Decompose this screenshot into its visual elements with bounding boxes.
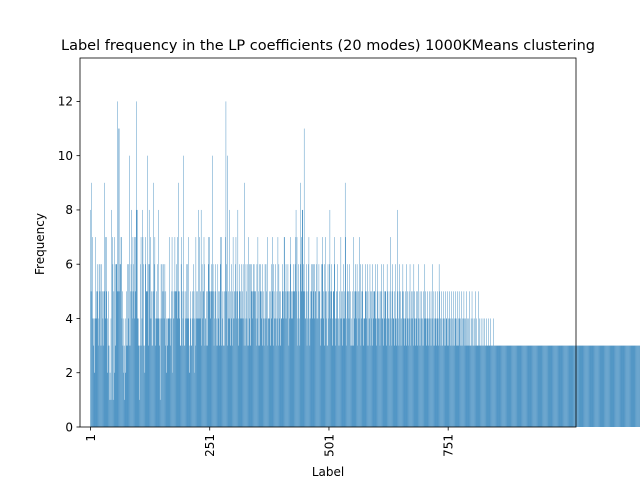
x-tick-label: 501 — [322, 434, 336, 457]
y-tick-label: 2 — [65, 366, 73, 380]
y-tick-label: 12 — [58, 95, 73, 109]
x-tick-label: 751 — [441, 434, 455, 457]
y-axis-label: Frequency — [33, 213, 47, 275]
axes-group: 0 2 4 6 8 10 12 1 251 501 751 — [58, 57, 577, 457]
y-tick-label: 6 — [65, 258, 73, 272]
bars-group — [90, 101, 640, 428]
y-tick-label: 10 — [58, 149, 73, 163]
y-tick-label: 4 — [65, 312, 73, 326]
x-axis-label: Label — [312, 465, 344, 479]
x-tick-label: 251 — [203, 434, 217, 457]
chart-title: Label frequency in the LP coefficients (… — [61, 38, 595, 54]
plot-frame — [79, 57, 577, 428]
y-tick-label: 8 — [65, 203, 73, 217]
x-tick-label: 1 — [84, 434, 98, 442]
y-tick-label: 0 — [65, 420, 73, 434]
